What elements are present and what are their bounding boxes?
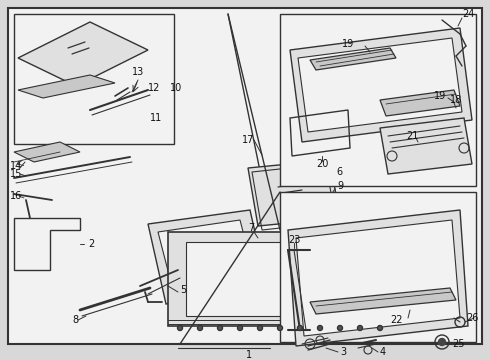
Text: 7: 7 bbox=[248, 223, 254, 233]
Text: 19: 19 bbox=[434, 91, 446, 101]
Text: 19: 19 bbox=[342, 39, 354, 49]
Text: 4: 4 bbox=[380, 347, 386, 357]
Text: 24: 24 bbox=[462, 9, 474, 19]
Polygon shape bbox=[18, 75, 115, 98]
Text: 5: 5 bbox=[180, 285, 186, 295]
Text: 11: 11 bbox=[150, 113, 162, 123]
Circle shape bbox=[277, 325, 283, 330]
Text: 15: 15 bbox=[10, 169, 23, 179]
Bar bbox=[14, 14, 174, 144]
Polygon shape bbox=[14, 142, 80, 162]
Text: 6: 6 bbox=[336, 167, 342, 177]
Text: 23: 23 bbox=[288, 235, 300, 245]
Text: 17: 17 bbox=[242, 135, 254, 145]
Circle shape bbox=[238, 325, 243, 330]
Bar bbox=[280, 192, 476, 342]
Circle shape bbox=[358, 325, 363, 330]
Circle shape bbox=[197, 325, 202, 330]
Text: 10: 10 bbox=[170, 83, 182, 93]
Text: 21: 21 bbox=[406, 131, 418, 141]
Polygon shape bbox=[186, 242, 380, 316]
Text: 26: 26 bbox=[466, 313, 478, 323]
Polygon shape bbox=[310, 288, 456, 314]
Circle shape bbox=[439, 338, 445, 346]
Polygon shape bbox=[248, 160, 340, 226]
Circle shape bbox=[297, 325, 302, 330]
Polygon shape bbox=[380, 118, 472, 174]
Bar bbox=[280, 14, 476, 186]
Text: 12: 12 bbox=[148, 83, 160, 93]
Polygon shape bbox=[168, 232, 398, 326]
Text: 1: 1 bbox=[246, 350, 252, 360]
Text: 16: 16 bbox=[10, 191, 22, 201]
Text: 2: 2 bbox=[88, 239, 94, 249]
Polygon shape bbox=[18, 22, 148, 86]
Polygon shape bbox=[296, 220, 460, 336]
Polygon shape bbox=[288, 210, 468, 346]
Text: 8: 8 bbox=[72, 315, 78, 325]
Text: 14: 14 bbox=[10, 161, 22, 171]
Text: 25: 25 bbox=[452, 339, 465, 349]
Polygon shape bbox=[380, 90, 460, 116]
Polygon shape bbox=[148, 210, 268, 304]
Circle shape bbox=[218, 325, 222, 330]
Text: 18: 18 bbox=[450, 95, 462, 105]
Circle shape bbox=[338, 325, 343, 330]
Polygon shape bbox=[158, 220, 256, 294]
Polygon shape bbox=[310, 48, 396, 70]
Text: 9: 9 bbox=[337, 181, 343, 191]
Circle shape bbox=[258, 325, 263, 330]
Circle shape bbox=[377, 325, 383, 330]
Circle shape bbox=[177, 325, 182, 330]
Text: 13: 13 bbox=[132, 67, 144, 77]
Circle shape bbox=[318, 325, 322, 330]
Text: 20: 20 bbox=[316, 159, 328, 169]
Polygon shape bbox=[298, 38, 462, 132]
Text: 22: 22 bbox=[390, 315, 402, 325]
Polygon shape bbox=[290, 28, 472, 142]
Text: 3: 3 bbox=[340, 347, 346, 357]
